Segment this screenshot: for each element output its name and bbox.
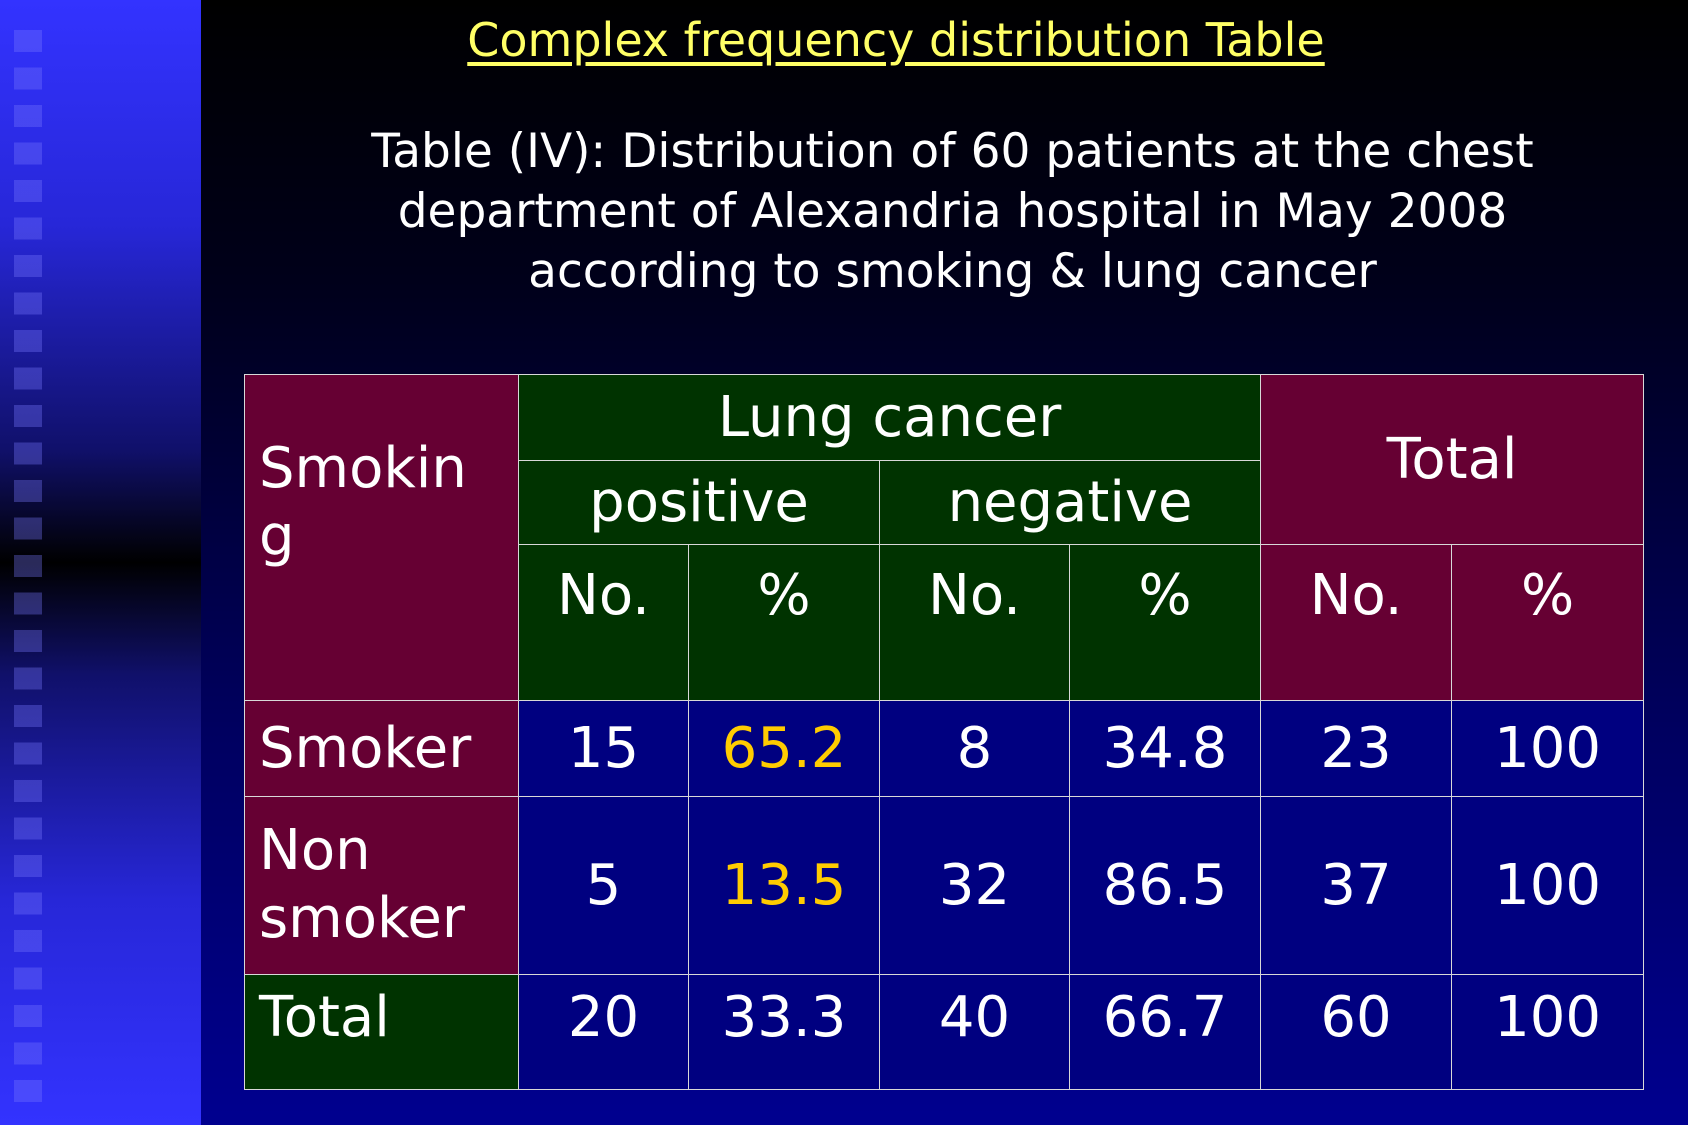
- cell-total-tot-no: 60: [1260, 973, 1453, 1091]
- table-row-total: Total 20 33.3 40 66.7 60 100: [244, 973, 1645, 1091]
- smoking-header-cell: Smokin g: [244, 373, 519, 702]
- row-label-non-smoker-line-1: Non: [259, 818, 371, 884]
- cell-nonsmoker-neg-pct: 86.5: [1068, 795, 1262, 975]
- cell-nonsmoker-pos-pct: 13.5: [688, 795, 880, 975]
- cell-smoker-tot-pct: 100: [1451, 700, 1645, 797]
- row-label-non-smoker-line-2: smoker: [259, 886, 465, 952]
- cell-nonsmoker-neg-no: 32: [879, 795, 1070, 975]
- positive-no-header: No.: [518, 544, 689, 702]
- negative-header: negative: [878, 460, 1262, 546]
- header-row-2: positive negative: [245, 460, 1644, 546]
- cell-total-neg-pct: 66.7: [1068, 973, 1262, 1091]
- cell-total-tot-pct: 100: [1451, 973, 1645, 1091]
- total-no-header: No.: [1260, 544, 1453, 702]
- negative-pct-header: %: [1068, 544, 1262, 702]
- cell-smoker-pos-pct: 65.2: [688, 700, 880, 797]
- cell-nonsmoker-tot-pct: 100: [1451, 795, 1645, 975]
- table-caption: Table (IV): Distribution of 60 patients …: [300, 122, 1605, 302]
- table-row-non-smoker: Non smoker 5 13.5 32 86.5 37 100: [244, 795, 1645, 975]
- sidebar-squares-pattern: [14, 30, 42, 1110]
- negative-no-header: No.: [879, 544, 1070, 702]
- cell-nonsmoker-pos-no: 5: [518, 795, 689, 975]
- row-label-non-smoker: Non smoker: [244, 795, 519, 975]
- frequency-table: Smokin g Lung cancer Total positive nega…: [244, 373, 1645, 1091]
- total-header: Total: [1260, 373, 1645, 546]
- smoking-header-label: Smokin g: [259, 435, 467, 569]
- positive-header: positive: [518, 460, 880, 546]
- header-row-1: Smokin g Lung cancer Total: [244, 373, 1645, 702]
- caption-line-1: Table (IV): Distribution of 60 patients …: [371, 124, 1534, 179]
- cell-smoker-neg-no: 8: [879, 700, 1070, 797]
- header-row-3: No. % No. % No. %: [245, 544, 1645, 702]
- slide-heading: Complex frequency distribution Table: [467, 13, 1325, 67]
- caption-line-2: department of Alexandria hospital in May…: [397, 184, 1508, 239]
- cell-total-neg-no: 40: [879, 973, 1070, 1091]
- row-label-smoker: Smoker: [244, 700, 519, 797]
- positive-pct-header: %: [688, 544, 880, 702]
- cell-nonsmoker-tot-no: 37: [1260, 795, 1453, 975]
- cell-smoker-neg-pct: 34.8: [1068, 700, 1262, 797]
- cell-smoker-tot-no: 23: [1260, 700, 1453, 797]
- lung-cancer-header: Lung cancer: [517, 373, 1262, 462]
- total-pct-header: %: [1451, 544, 1645, 702]
- caption-line-3: according to smoking & lung cancer: [528, 244, 1377, 299]
- row-label-total: Total: [244, 973, 519, 1091]
- cell-total-pos-no: 20: [518, 973, 689, 1091]
- sidebar-decoration: [0, 0, 201, 1125]
- table-row-smoker: Smoker 15 65.2 8 34.8 23 100: [244, 700, 1645, 797]
- cell-smoker-pos-no: 15: [518, 700, 689, 797]
- cell-total-pos-pct: 33.3: [688, 973, 880, 1091]
